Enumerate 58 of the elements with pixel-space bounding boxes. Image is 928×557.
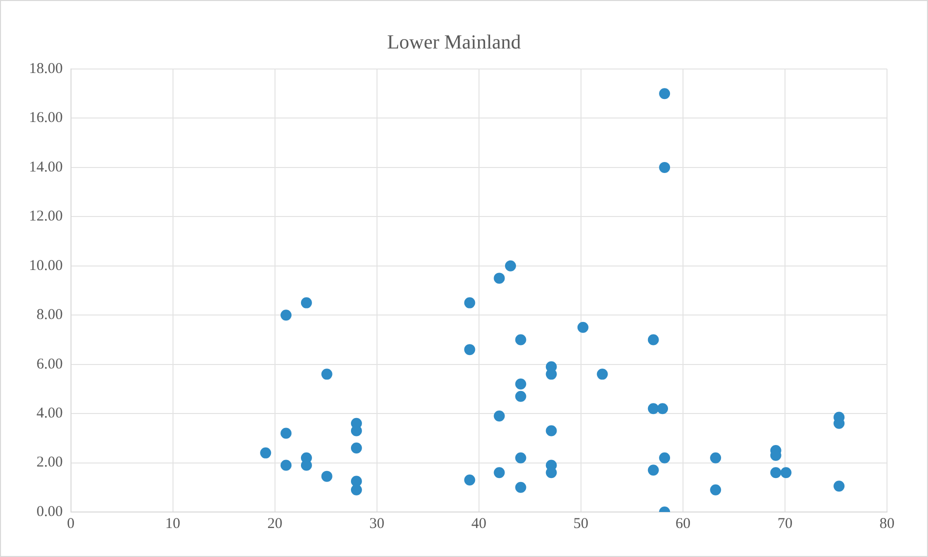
point	[546, 368, 557, 380]
x-tick-label: 10	[165, 516, 180, 532]
point	[657, 403, 668, 414]
y-tick-label: 0.00	[36, 504, 63, 520]
y-tick-label: 18.00	[29, 60, 63, 77]
x-tick-label: 30	[369, 516, 384, 532]
point	[710, 452, 722, 464]
point	[464, 474, 476, 486]
y-tick-label: 12.00	[29, 208, 63, 225]
y-tick-label: 4.00	[36, 405, 63, 422]
point	[515, 334, 526, 346]
point	[260, 447, 272, 458]
point	[280, 310, 292, 321]
point	[834, 480, 845, 492]
point	[494, 272, 505, 284]
point	[464, 344, 476, 356]
point	[321, 368, 332, 380]
y-tick-label: 10.00	[29, 258, 63, 274]
point	[780, 467, 792, 478]
x-tick-label: 20	[267, 516, 282, 532]
y-tick-label: 6.00	[36, 356, 63, 372]
y-tick-label: 8.00	[36, 307, 63, 324]
point	[577, 322, 588, 333]
point	[350, 442, 362, 454]
point	[659, 452, 670, 464]
point	[464, 297, 476, 308]
y-tick-label: 14.00	[29, 159, 63, 176]
x-tick-label: 50	[573, 516, 588, 532]
point	[546, 425, 557, 436]
y-tick-label: 2.00	[36, 454, 63, 471]
chart-title: Lower Mainland	[387, 31, 521, 54]
point	[659, 162, 670, 173]
point	[648, 464, 659, 476]
point	[494, 410, 505, 422]
point	[300, 297, 312, 308]
point	[648, 334, 659, 346]
point	[505, 260, 516, 272]
point	[280, 428, 292, 439]
point	[494, 467, 505, 478]
point	[596, 368, 608, 380]
x-tick-label: 60	[675, 516, 690, 532]
point	[350, 484, 362, 496]
point	[546, 467, 557, 478]
point	[648, 403, 659, 414]
point	[515, 378, 526, 390]
x-tick-label: 70	[777, 516, 792, 532]
point	[280, 460, 292, 471]
point	[515, 452, 526, 464]
x-tick-label: 0	[67, 516, 74, 532]
point	[321, 470, 332, 482]
point	[710, 484, 722, 496]
point	[515, 390, 526, 402]
point	[515, 482, 526, 493]
point	[659, 88, 670, 100]
point	[770, 467, 782, 478]
x-tick-label: 80	[880, 516, 894, 532]
x-tick-label: 40	[471, 516, 486, 532]
y-tick-label: 16.00	[29, 110, 63, 126]
